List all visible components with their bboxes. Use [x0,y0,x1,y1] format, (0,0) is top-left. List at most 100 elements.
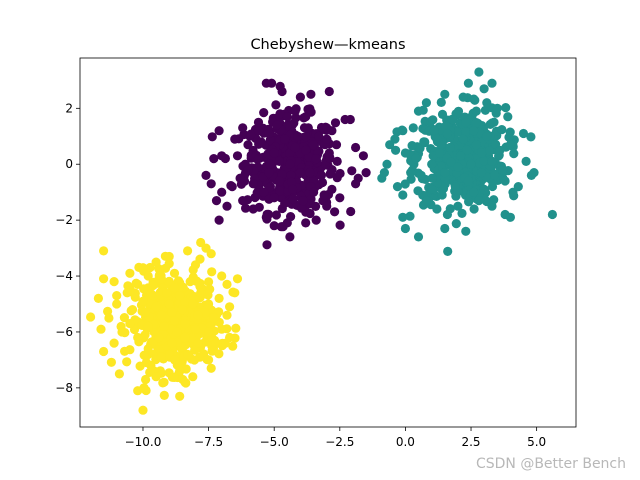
data-point [86,312,96,322]
data-point [330,207,340,217]
data-point [106,357,116,367]
data-point [162,288,172,298]
x-axis: −10.0 −7.5 −5.0 −2.5 0.0 2.5 5.0 [125,427,546,449]
data-point [201,170,211,180]
data-point [285,232,295,242]
data-point [469,126,479,136]
chart-title: Chebyshew—kmeans [250,37,405,53]
data-point [133,386,143,396]
data-point [275,109,285,119]
data-point [335,168,345,179]
data-point [217,151,227,161]
data-point [183,349,193,359]
data-point [492,103,502,113]
data-point [331,140,342,150]
data-point [196,288,206,298]
data-point [209,313,219,323]
data-point [347,166,357,176]
data-point [122,357,132,367]
data-point [306,89,316,99]
data-point [446,157,456,167]
data-point [274,156,284,166]
data-point [288,194,298,204]
data-point [466,159,476,169]
data-point [474,196,484,206]
data-point [180,377,190,387]
data-point [476,148,487,158]
data-point [262,240,272,250]
data-point [145,262,155,273]
data-point [246,129,256,139]
y-tick-label: −2 [55,213,73,227]
data-point [185,277,195,287]
data-point [277,86,287,97]
data-point [462,145,472,155]
data-point [407,141,417,151]
data-point [330,118,341,128]
data-point [232,151,243,161]
data-point [253,154,264,164]
data-point [513,182,523,192]
data-point [109,277,119,287]
data-point [406,168,416,178]
y-tick-label: −6 [55,325,73,339]
data-point [271,100,281,110]
data-point [445,142,455,153]
data-point [479,184,489,194]
y-tick-label: −4 [55,269,73,283]
data-point [308,140,318,150]
data-point [440,89,450,99]
data-point [427,173,437,183]
data-point [253,117,264,127]
data-point [154,332,164,343]
data-point [190,260,201,270]
data-point [274,176,284,186]
data-point [428,115,438,125]
data-point [232,274,243,284]
data-point [217,324,227,334]
data-point [206,249,216,259]
data-point [295,92,305,102]
data-point [416,170,426,180]
data-point [434,148,445,158]
data-point [309,187,319,197]
data-point [172,327,182,337]
x-tick-label: −10.0 [125,435,162,449]
data-point [351,142,361,153]
cluster-1 [201,78,371,250]
data-point [497,165,508,175]
data-point [453,201,463,211]
data-point [96,324,106,334]
data-point [501,103,511,113]
data-point [204,299,214,309]
data-point [207,132,217,142]
data-point [217,187,227,197]
data-point [301,131,311,142]
data-point [282,218,292,228]
data-point [518,128,529,139]
data-point [521,156,531,166]
data-point [547,209,558,220]
data-point [443,246,453,256]
data-point [290,142,300,153]
data-point [211,196,222,206]
data-point [164,251,174,262]
data-point [138,296,148,306]
data-point [461,117,471,127]
data-point [411,154,421,164]
data-point [453,162,463,172]
data-point [264,168,274,178]
data-point [125,345,135,355]
data-point [451,219,461,229]
data-point [487,156,497,166]
data-point [495,145,505,155]
data-point [209,154,219,164]
data-point [269,148,279,158]
data-point [361,168,371,178]
data-point [169,316,180,326]
data-point [421,196,431,206]
data-point [432,134,442,144]
data-point [156,352,166,362]
data-point [222,279,232,289]
data-point [99,246,109,256]
